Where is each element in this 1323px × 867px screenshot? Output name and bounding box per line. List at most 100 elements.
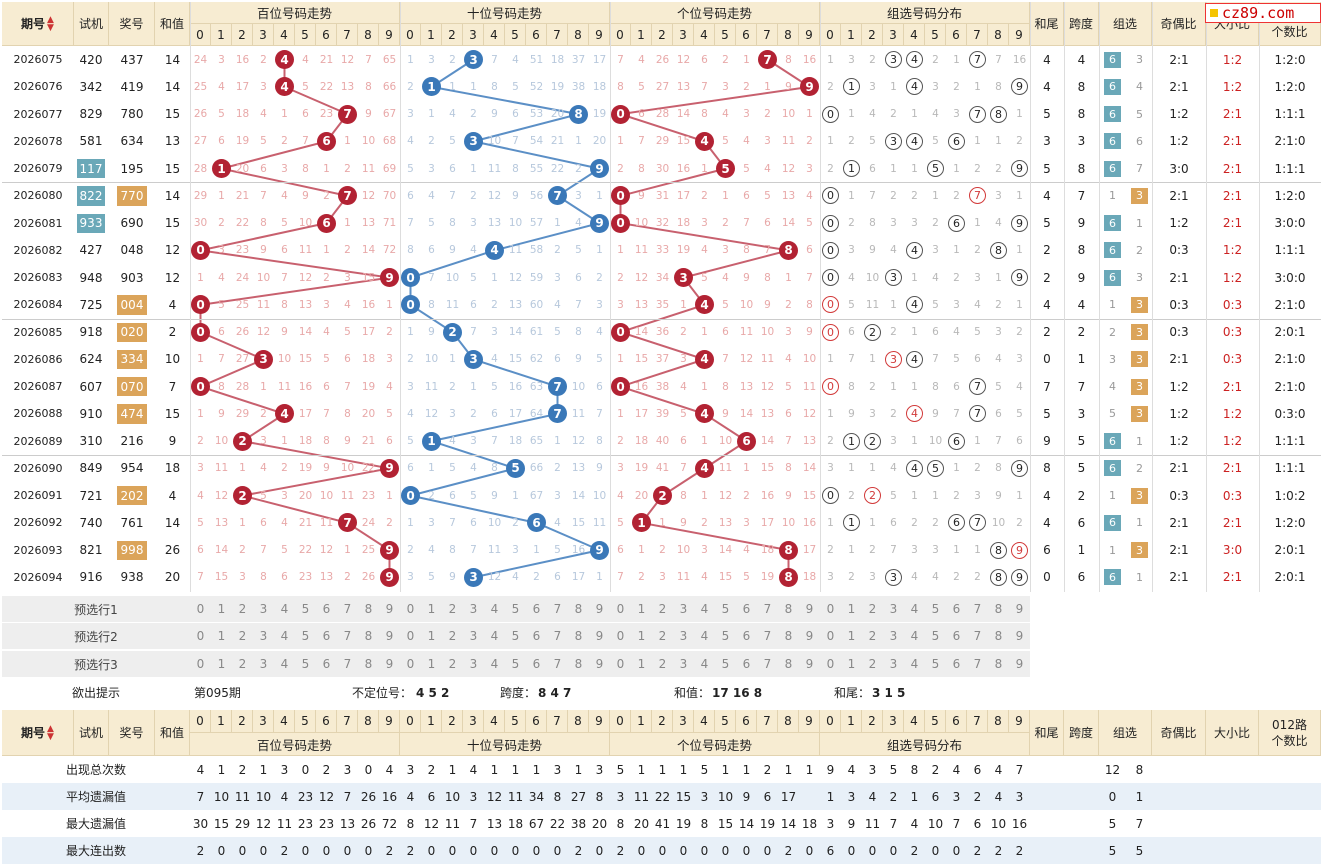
preselect-digit[interactable]: 4	[280, 602, 289, 616]
preselect-digit[interactable]: 8	[784, 602, 793, 616]
preselect-digit[interactable]: 2	[658, 629, 667, 643]
preselect-digit[interactable]: 1	[427, 602, 436, 616]
preselect-digit[interactable]: 0	[826, 629, 835, 643]
preselect-digit[interactable]: 9	[1015, 629, 1024, 643]
preselect-digit[interactable]: 9	[805, 657, 814, 671]
preselect-digit[interactable]: 1	[217, 602, 226, 616]
preselect-digit[interactable]: 1	[217, 629, 226, 643]
preselect-digit[interactable]: 0	[406, 657, 415, 671]
preselect-digit[interactable]: 6	[322, 602, 331, 616]
preselect-digit[interactable]: 3	[679, 629, 688, 643]
preselect-digit[interactable]: 7	[553, 602, 562, 616]
preselect-digit[interactable]: 9	[385, 602, 394, 616]
preselect-digit[interactable]: 6	[532, 629, 541, 643]
preselect-digit[interactable]: 3	[469, 657, 478, 671]
preselect-digit[interactable]: 9	[595, 657, 604, 671]
preselect-digit[interactable]: 4	[280, 629, 289, 643]
preselect-digit[interactable]: 7	[343, 657, 352, 671]
preselect-digit[interactable]: 8	[364, 602, 373, 616]
preselect-digit[interactable]: 5	[931, 602, 940, 616]
preselect-digit[interactable]: 5	[301, 602, 310, 616]
preselect-digit[interactable]: 4	[490, 602, 499, 616]
preselect-digit[interactable]: 2	[238, 602, 247, 616]
preselect-digit[interactable]: 7	[343, 629, 352, 643]
preselect-digit[interactable]: 1	[847, 657, 856, 671]
preselect-digit[interactable]: 0	[616, 602, 625, 616]
preselect-digit[interactable]: 3	[259, 657, 268, 671]
sort-icon[interactable]: ▲ ▼	[47, 14, 54, 33]
preselect-digit[interactable]: 8	[994, 657, 1003, 671]
preselect-digit[interactable]: 0	[196, 657, 205, 671]
preselect-digit[interactable]: 1	[637, 657, 646, 671]
preselect-digit[interactable]: 3	[259, 602, 268, 616]
preselect-digit[interactable]: 5	[931, 629, 940, 643]
preselect-digit[interactable]: 6	[742, 657, 751, 671]
preselect-digit[interactable]: 0	[196, 602, 205, 616]
preselect-digit[interactable]: 2	[238, 629, 247, 643]
preselect-digit[interactable]: 4	[280, 657, 289, 671]
preselect-digit[interactable]: 1	[637, 602, 646, 616]
preselect-digit[interactable]: 3	[679, 602, 688, 616]
preselect-digit[interactable]: 2	[238, 657, 247, 671]
preselect-digit[interactable]: 6	[742, 629, 751, 643]
preselect-digit[interactable]: 0	[616, 629, 625, 643]
preselect-digit[interactable]: 1	[217, 657, 226, 671]
preselect-digit[interactable]: 8	[574, 602, 583, 616]
preselect-digit[interactable]: 3	[889, 657, 898, 671]
preselect-digit[interactable]: 8	[364, 629, 373, 643]
preselect-digit[interactable]: 8	[574, 657, 583, 671]
preselect-digit[interactable]: 5	[721, 602, 730, 616]
preselect-row[interactable]	[2, 623, 1030, 649]
preselect-digit[interactable]: 7	[763, 602, 772, 616]
preselect-digit[interactable]: 4	[490, 629, 499, 643]
preselect-digit[interactable]: 4	[700, 629, 709, 643]
preselect-digit[interactable]: 7	[973, 657, 982, 671]
preselect-digit[interactable]: 6	[322, 657, 331, 671]
preselect-digit[interactable]: 8	[574, 629, 583, 643]
preselect-digit[interactable]: 2	[658, 602, 667, 616]
preselect-digit[interactable]: 7	[973, 602, 982, 616]
preselect-digit[interactable]: 5	[511, 602, 520, 616]
preselect-digit[interactable]: 9	[1015, 657, 1024, 671]
preselect-digit[interactable]: 5	[511, 657, 520, 671]
sort-icon[interactable]: ▲ ▼	[47, 723, 54, 742]
preselect-digit[interactable]: 3	[259, 629, 268, 643]
preselect-digit[interactable]: 4	[700, 657, 709, 671]
preselect-digit[interactable]: 6	[322, 629, 331, 643]
preselect-digit[interactable]: 3	[469, 602, 478, 616]
preselect-digit[interactable]: 4	[910, 657, 919, 671]
preselect-digit[interactable]: 9	[805, 602, 814, 616]
preselect-digit[interactable]: 2	[868, 602, 877, 616]
site-logo[interactable]: cz89.com	[1205, 3, 1321, 23]
preselect-digit[interactable]: 2	[448, 629, 457, 643]
preselect-digit[interactable]: 9	[385, 657, 394, 671]
preselect-digit[interactable]: 3	[469, 629, 478, 643]
preselect-digit[interactable]: 9	[595, 602, 604, 616]
preselect-digit[interactable]: 5	[301, 657, 310, 671]
preselect-digit[interactable]: 7	[553, 657, 562, 671]
preselect-digit[interactable]: 8	[784, 657, 793, 671]
preselect-digit[interactable]: 0	[406, 602, 415, 616]
preselect-digit[interactable]: 1	[847, 629, 856, 643]
preselect-row[interactable]	[2, 596, 1030, 622]
preselect-digit[interactable]: 1	[427, 657, 436, 671]
preselect-row[interactable]	[2, 651, 1030, 677]
preselect-digit[interactable]: 7	[763, 657, 772, 671]
preselect-digit[interactable]: 8	[994, 629, 1003, 643]
preselect-digit[interactable]: 7	[343, 602, 352, 616]
header-period[interactable]: 期号 ▲ ▼	[2, 2, 74, 46]
preselect-digit[interactable]: 9	[385, 629, 394, 643]
preselect-digit[interactable]: 5	[511, 629, 520, 643]
header-period[interactable]: 期号 ▲ ▼	[2, 710, 74, 756]
preselect-digit[interactable]: 9	[595, 629, 604, 643]
preselect-digit[interactable]: 7	[553, 629, 562, 643]
preselect-digit[interactable]: 8	[784, 629, 793, 643]
preselect-digit[interactable]: 0	[406, 629, 415, 643]
preselect-digit[interactable]: 6	[742, 602, 751, 616]
preselect-digit[interactable]: 8	[994, 602, 1003, 616]
preselect-digit[interactable]: 1	[637, 629, 646, 643]
preselect-digit[interactable]: 3	[889, 602, 898, 616]
preselect-digit[interactable]: 6	[952, 629, 961, 643]
preselect-digit[interactable]: 4	[490, 657, 499, 671]
preselect-digit[interactable]: 8	[364, 657, 373, 671]
